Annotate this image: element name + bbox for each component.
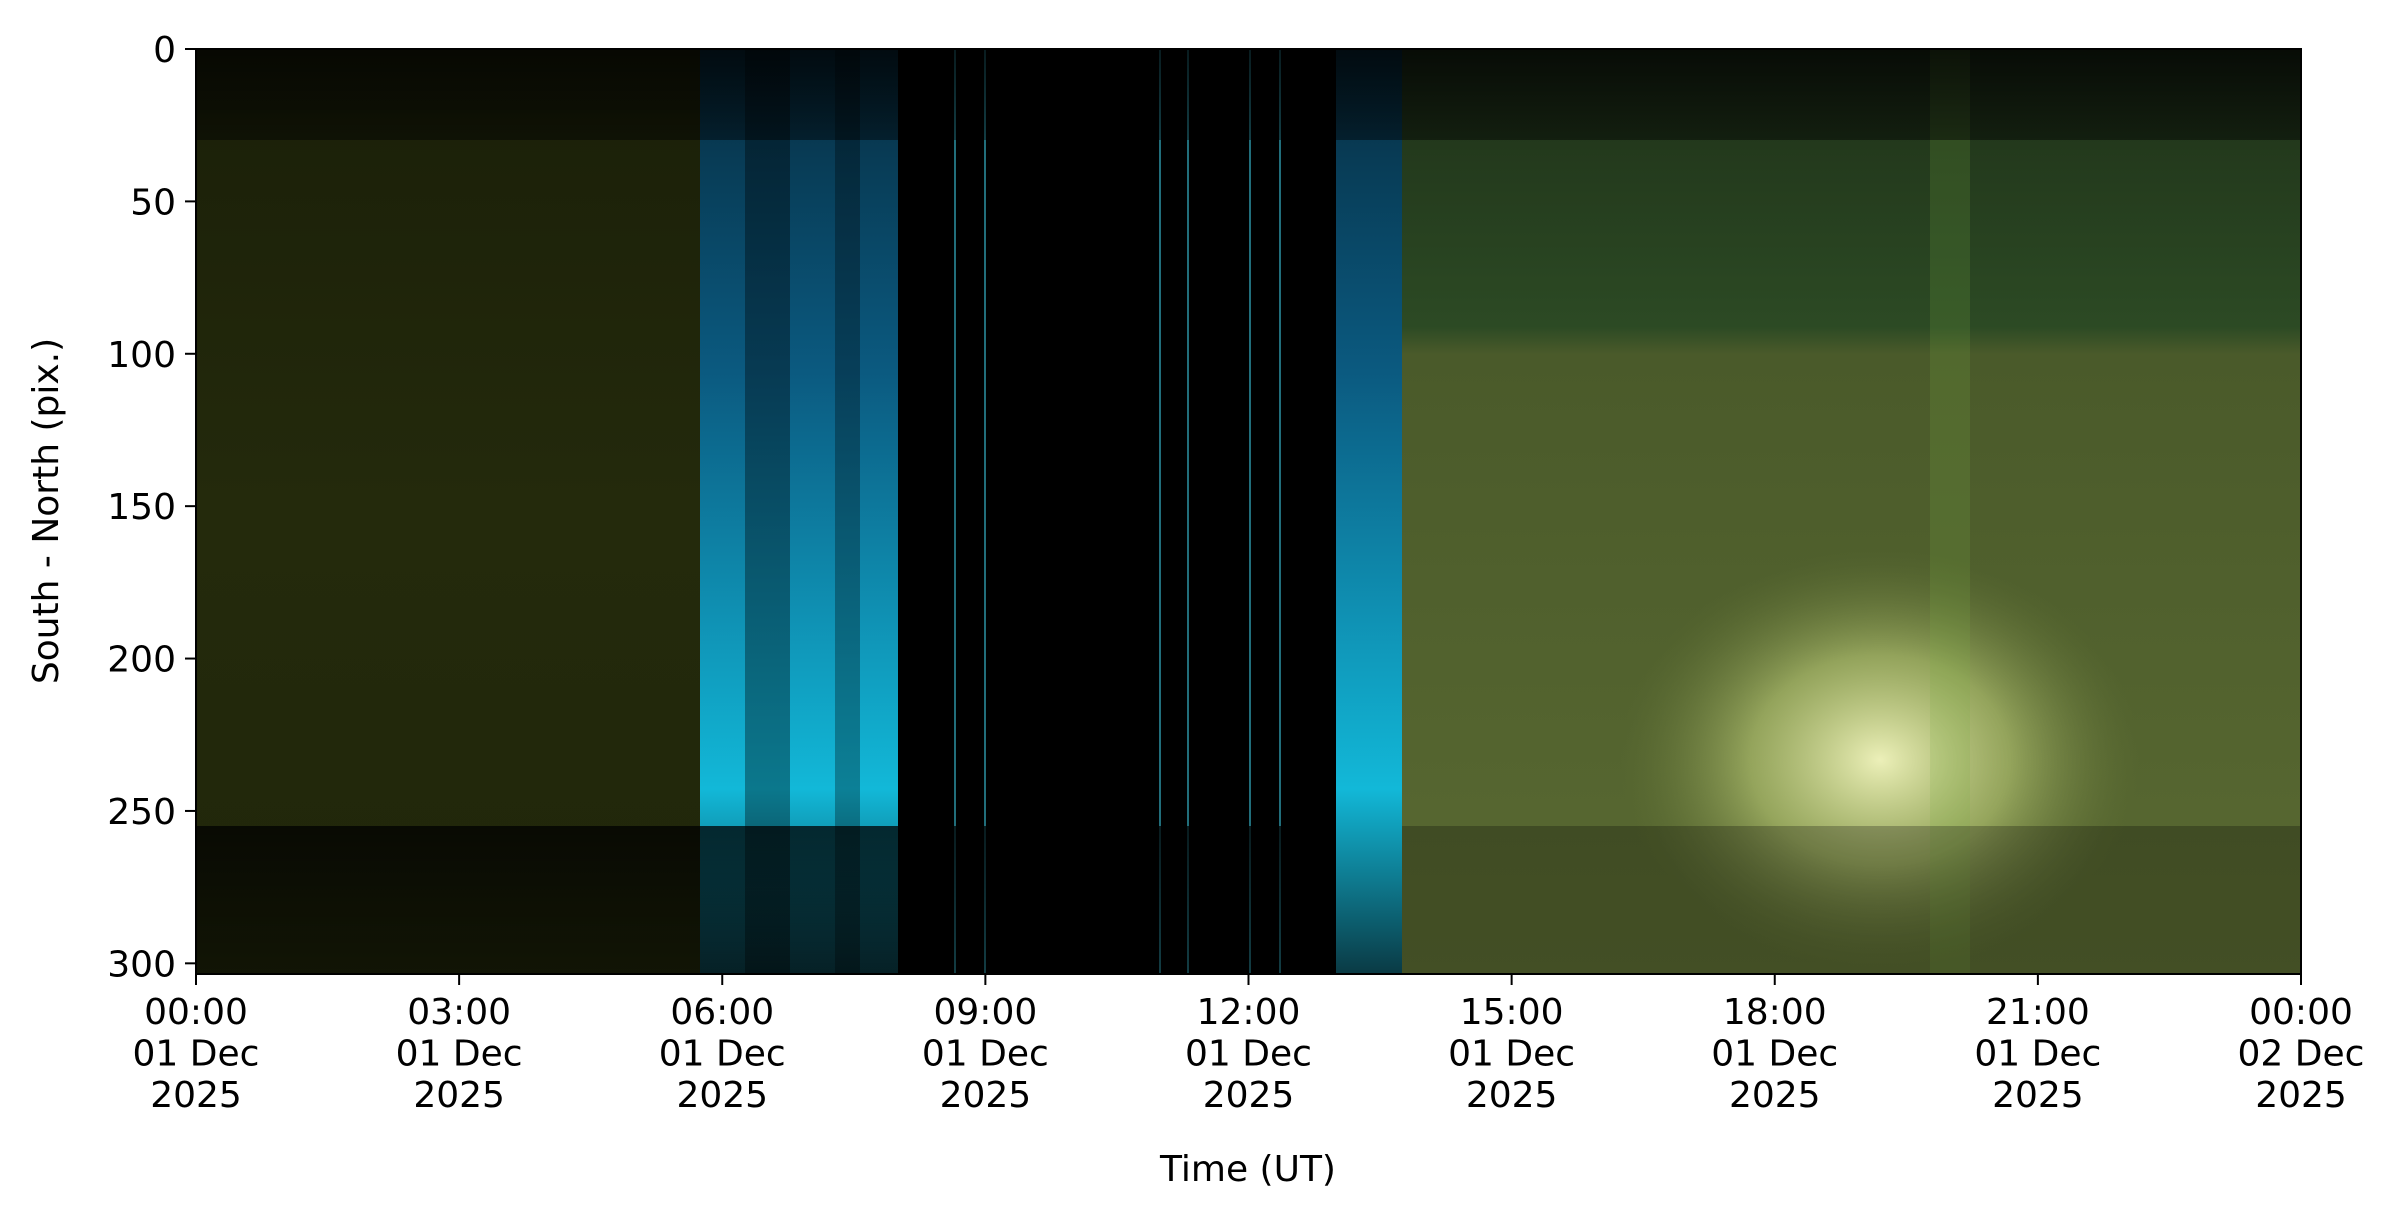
y-tick-label: 250 xyxy=(107,792,176,833)
y-tick-label: 300 xyxy=(107,944,176,985)
x-tick-label: 09:00 01 Dec 2025 xyxy=(922,992,1049,1116)
x-axis-label: Time (UT) xyxy=(1159,1149,1336,1190)
y-tick-label: 200 xyxy=(107,640,176,681)
y-tick-label: 150 xyxy=(107,487,176,528)
x-tick-label: 03:00 01 Dec 2025 xyxy=(396,992,523,1116)
keogram-image xyxy=(196,49,2301,974)
x-tick-label: 18:00 01 Dec 2025 xyxy=(1711,992,1838,1116)
x-tick-label: 15:00 01 Dec 2025 xyxy=(1448,992,1575,1116)
y-tick-label: 100 xyxy=(107,335,176,376)
y-tick-label: 0 xyxy=(153,30,176,71)
x-tick-label: 00:00 01 Dec 2025 xyxy=(133,992,260,1116)
y-axis-label: South - North (pix.) xyxy=(26,338,67,684)
x-tick-label: 21:00 01 Dec 2025 xyxy=(1974,992,2101,1116)
x-tick-label: 06:00 01 Dec 2025 xyxy=(659,992,786,1116)
y-tick-label: 50 xyxy=(130,182,176,223)
x-tick-label: 00:00 02 Dec 2025 xyxy=(2238,992,2365,1116)
x-tick-label: 12:00 01 Dec 2025 xyxy=(1185,992,1312,1116)
